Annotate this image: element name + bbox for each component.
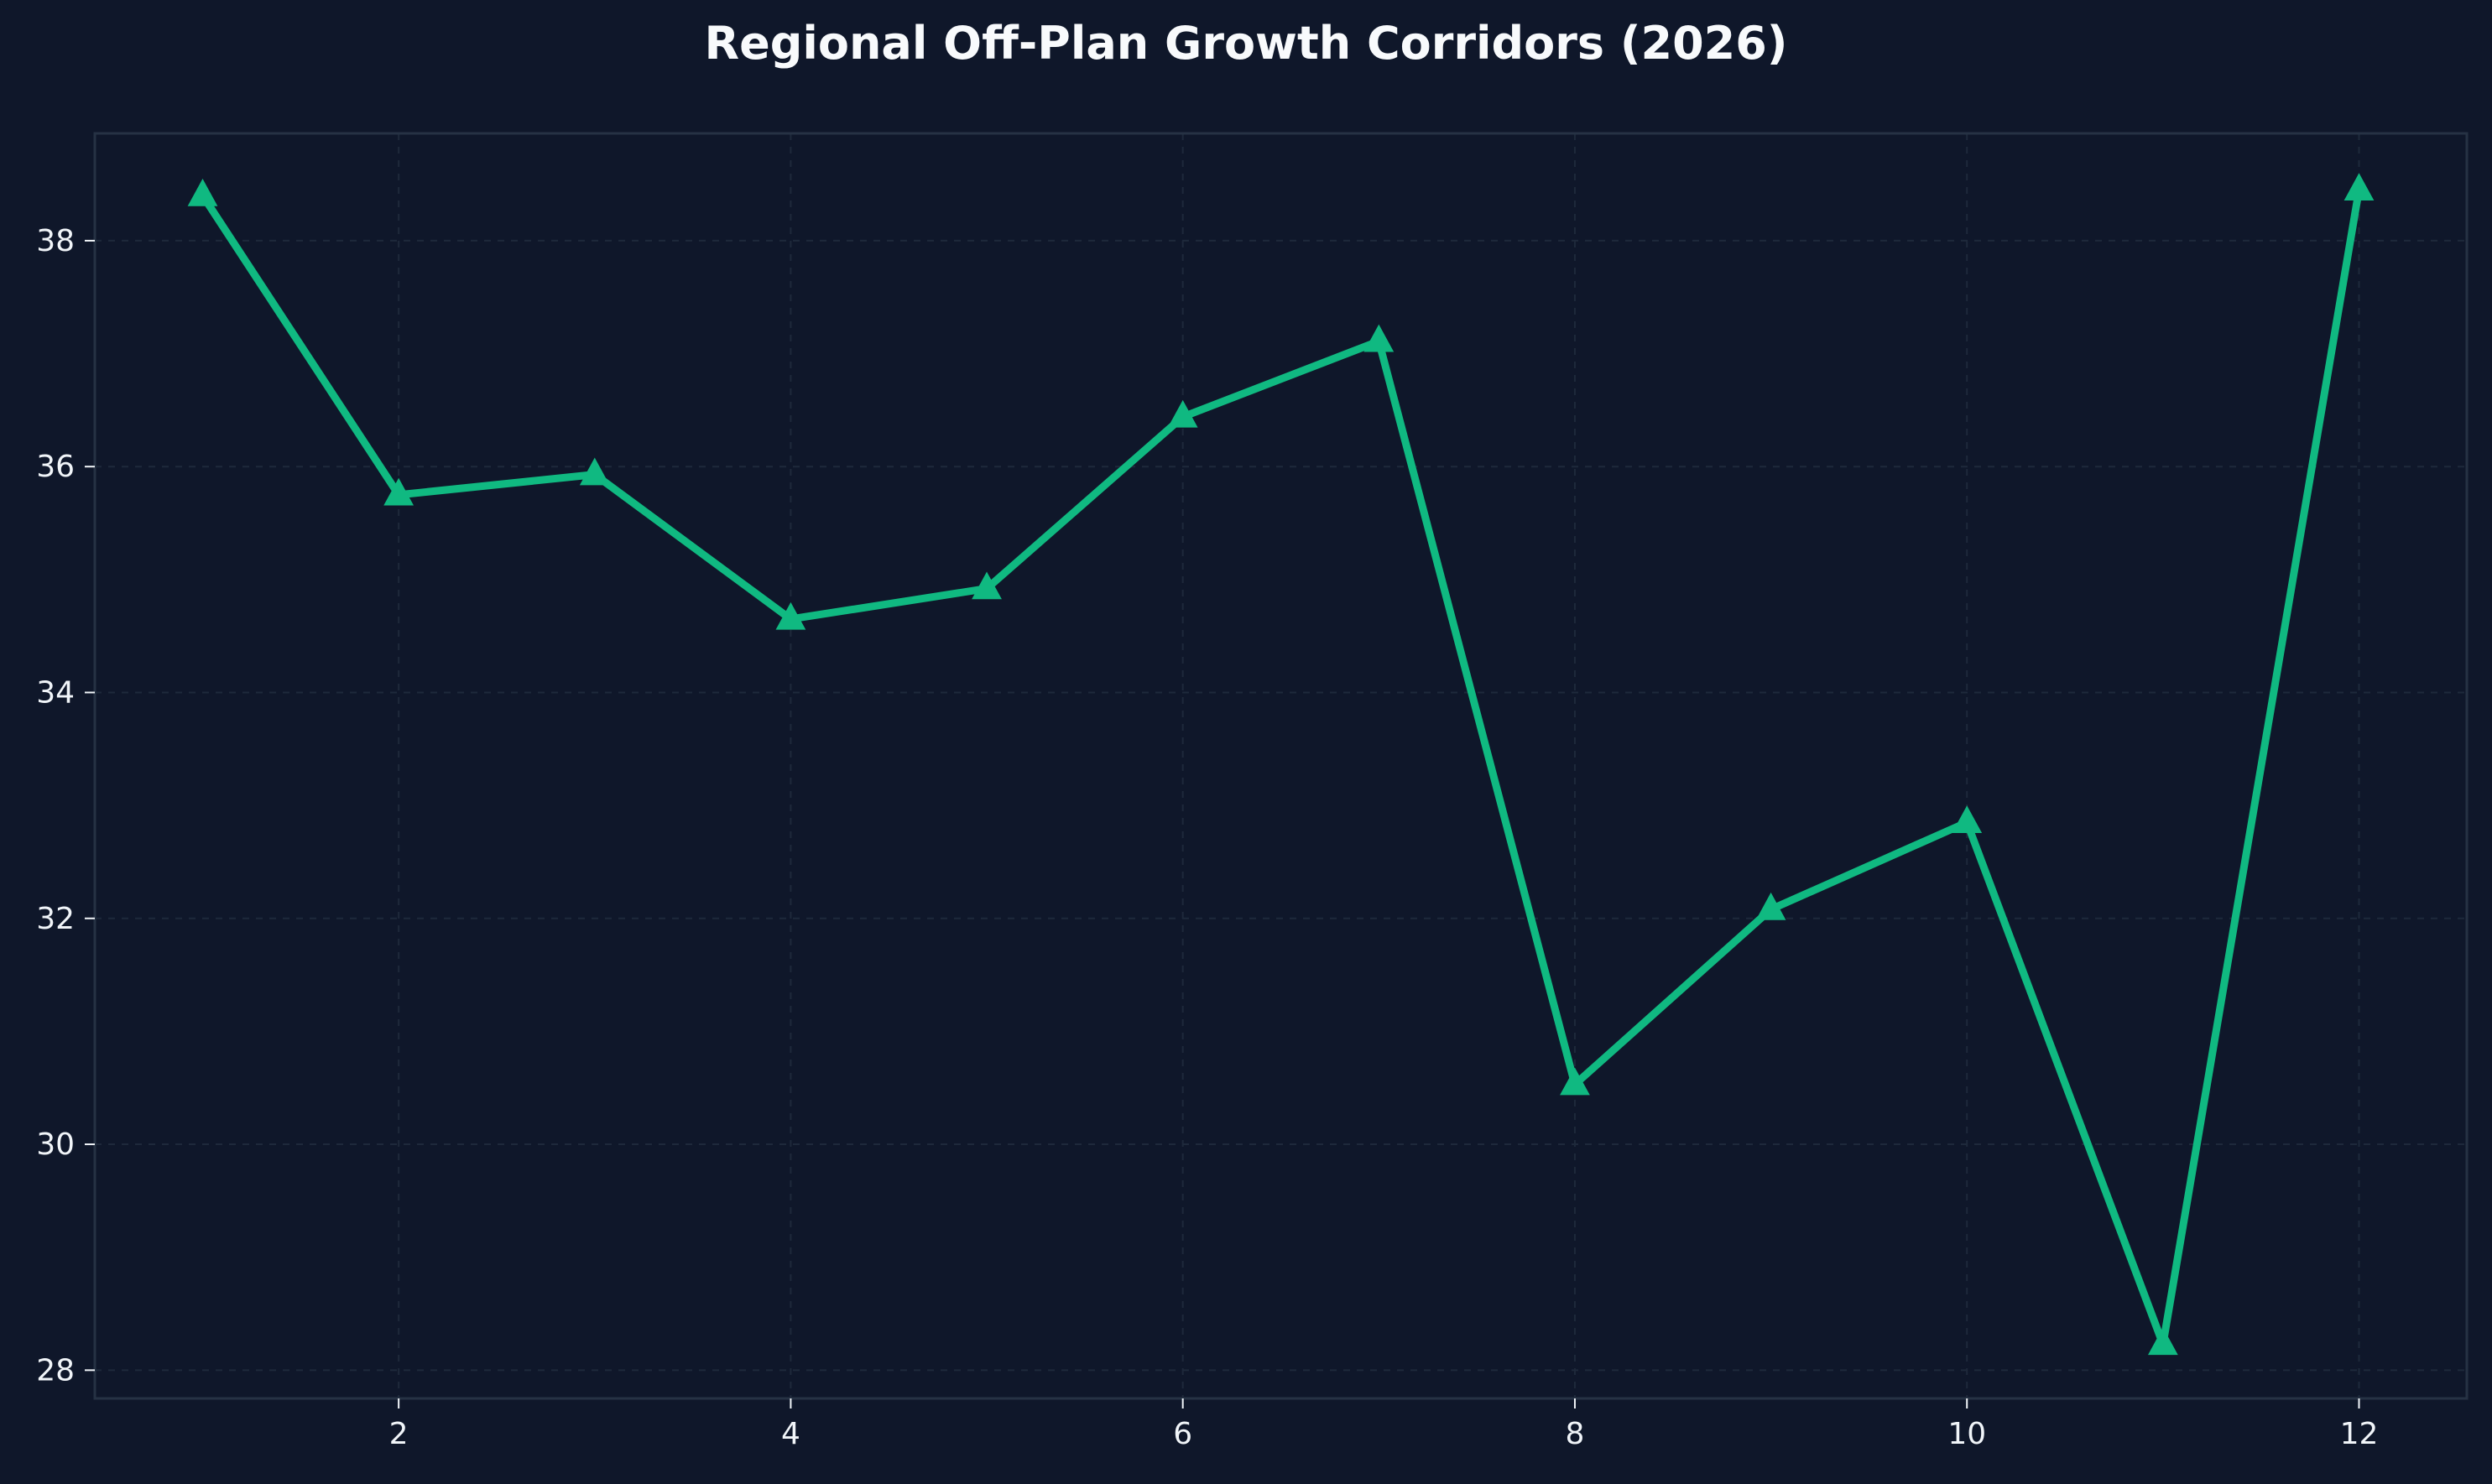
data-point-marker (972, 571, 1002, 600)
y-tick-label: 38 (36, 224, 75, 258)
series-line (199, 185, 2363, 1348)
y-tick-label: 28 (36, 1353, 75, 1388)
data-point-marker (1167, 399, 1198, 428)
data-point-marker (1755, 892, 1786, 920)
y-tick-label: 34 (36, 675, 75, 710)
plot-border (93, 132, 2469, 1400)
x-tick-label: 2 (389, 1417, 409, 1451)
grid-lines (95, 133, 2467, 1398)
data-point-marker (383, 477, 414, 506)
chart-title: Regional Off-Plan Growth Corridors (2026… (705, 17, 1788, 70)
y-tick-label: 30 (36, 1127, 75, 1162)
x-tick-label: 8 (1566, 1417, 1585, 1451)
data-point-marker (1952, 805, 1983, 834)
x-tick-label: 12 (2340, 1417, 2379, 1451)
data-point-marker (2343, 173, 2375, 201)
data-point-marker (1560, 1067, 1590, 1096)
data-point-marker (1363, 324, 1395, 352)
x-tick-label: 6 (1173, 1417, 1192, 1451)
plot-area (95, 133, 2467, 1398)
axis-ticks (85, 239, 2360, 1408)
x-tick-label: 4 (781, 1417, 800, 1451)
data-point-marker (579, 457, 610, 486)
x-tick-label: 10 (1947, 1417, 1986, 1451)
data-point-marker (775, 601, 806, 630)
data-point-marker (187, 178, 218, 206)
tick-labels: 2 4 6 8 10 12 28 30 32 34 36 38 (36, 224, 2378, 1451)
data-point-marker (2147, 1327, 2178, 1356)
y-tick-label: 32 (36, 902, 75, 936)
series-layer (187, 173, 2375, 1356)
y-tick-label: 36 (36, 450, 75, 484)
